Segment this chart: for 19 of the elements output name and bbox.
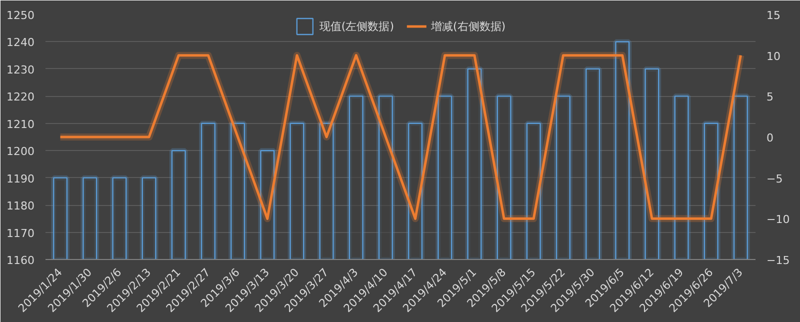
y2-tick-label: −15 bbox=[766, 254, 790, 267]
y-tick-label: 1170 bbox=[6, 226, 35, 240]
y-tick-label: 1160 bbox=[6, 254, 35, 267]
y-tick-label: 1220 bbox=[6, 90, 35, 104]
y-tick-label: 1230 bbox=[6, 63, 35, 76]
y2-tick-label: 0 bbox=[766, 132, 774, 144]
y2-tick-label: 5 bbox=[766, 90, 774, 104]
y-tick-label: 1240 bbox=[6, 36, 35, 50]
legend-label: 增减(右侧数据) bbox=[431, 18, 506, 34]
y-tick-label: 1250 bbox=[6, 9, 35, 22]
y-tick-label: 1210 bbox=[6, 118, 35, 131]
y2-tick-label: 15 bbox=[766, 9, 780, 22]
y2-tick-label: −10 bbox=[766, 213, 790, 226]
y2-tick-label: 10 bbox=[766, 50, 780, 63]
y2-tick-label: −5 bbox=[766, 172, 783, 186]
legend-label: 现值(左侧数据) bbox=[319, 18, 394, 34]
y-tick-label: 1200 bbox=[6, 145, 35, 158]
y-tick-label: 1190 bbox=[6, 172, 35, 186]
y-tick-label: 1180 bbox=[6, 200, 35, 213]
